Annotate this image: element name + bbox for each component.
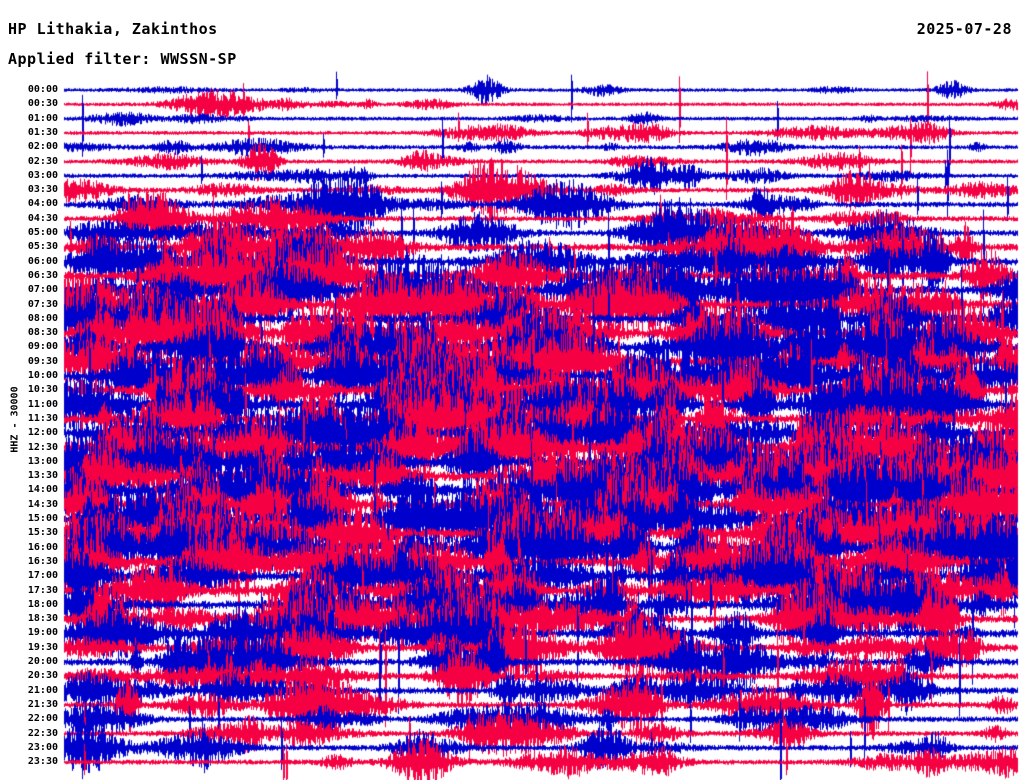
time-row-label: 12:00	[27, 427, 58, 439]
time-row-label: 00:30	[27, 98, 58, 110]
time-row-label: 19:30	[27, 641, 58, 653]
time-row-label: 19:00	[27, 627, 58, 639]
time-row-label: 13:00	[27, 455, 58, 467]
time-row-label: 18:00	[27, 598, 58, 610]
time-row-label: 02:00	[27, 141, 58, 153]
time-row-label: 03:30	[27, 184, 58, 196]
filter-label: Applied filter: WWSSN-SP	[8, 50, 237, 68]
time-row-label: 13:30	[27, 470, 58, 482]
time-row-label: 04:30	[27, 212, 58, 224]
time-row-label: 21:00	[27, 684, 58, 696]
time-row-label: 20:30	[27, 670, 58, 682]
station-title: HP Lithakia, Zakinthos	[8, 20, 218, 38]
time-row-label: 22:30	[27, 727, 58, 739]
time-row-label: 20:00	[27, 656, 58, 667]
time-row-label: 11:30	[27, 412, 58, 424]
time-row-label: 10:30	[27, 384, 58, 396]
time-row-label: 11:00	[27, 398, 58, 410]
time-row-label: 04:00	[27, 198, 58, 210]
time-row-label: 23:30	[27, 756, 58, 768]
time-row-label: 08:00	[27, 312, 58, 324]
time-row-label: 02:30	[27, 155, 58, 167]
record-date: 2025-07-28	[916, 20, 1012, 38]
time-row-label: 09:00	[27, 341, 58, 353]
time-row-label: 21:30	[27, 698, 58, 710]
time-row-label: 23:00	[27, 741, 58, 753]
time-row-label: 07:30	[27, 298, 58, 310]
time-row-label: 08:30	[27, 327, 58, 339]
time-row-label: 09:30	[27, 355, 58, 367]
time-row-label: 16:30	[27, 555, 58, 567]
time-row-label: 15:30	[27, 527, 58, 539]
time-row-label: 03:00	[27, 169, 58, 181]
time-row-label: 22:00	[27, 713, 58, 725]
time-row-label: 06:30	[27, 269, 58, 281]
time-row-label: 17:30	[27, 584, 58, 596]
time-row-label: 16:00	[27, 541, 58, 553]
time-row-label: 05:00	[27, 227, 58, 238]
time-row-label: 05:30	[27, 241, 58, 253]
time-row-label: 15:00	[27, 513, 58, 524]
time-row-label: 14:00	[27, 484, 58, 496]
time-row-label: 14:30	[27, 498, 58, 510]
time-row-label: 00:00	[27, 84, 58, 95]
time-row-label: 17:00	[27, 570, 58, 582]
time-row-label: 12:30	[27, 441, 58, 453]
time-row-label: 01:30	[27, 126, 58, 138]
time-row-label: 18:30	[27, 613, 58, 625]
channel-scale-label: HHZ - 30000	[9, 386, 21, 453]
time-row-label: 06:00	[27, 255, 58, 267]
time-row-label: 10:00	[27, 370, 58, 381]
time-row-label: 01:00	[27, 112, 58, 124]
time-row-label: 07:00	[27, 284, 58, 296]
